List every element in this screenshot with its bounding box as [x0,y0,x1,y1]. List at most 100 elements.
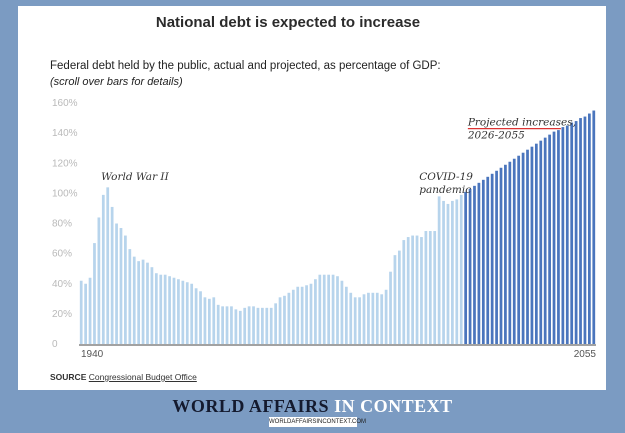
y-tick-label: 80% [52,219,72,230]
bar [411,235,414,344]
bar [283,295,286,344]
bar [79,280,83,344]
bar [221,306,224,344]
bar [146,262,149,344]
bar [300,286,304,344]
bar [490,173,494,344]
bar [557,130,560,344]
bar [437,196,441,344]
bar [464,191,468,344]
bar [216,304,220,344]
bar [287,292,291,344]
bar [278,297,282,344]
bar [420,237,423,344]
bar [486,176,490,344]
bar [269,307,273,344]
bar [592,110,596,344]
annotation-label: World War II [101,171,169,183]
bar [349,292,353,344]
bar [185,282,189,344]
chart-subtitle: Federal debt held by the public, actual … [50,60,441,72]
bar [389,271,392,344]
bar [172,277,176,344]
bar [508,161,512,344]
bar [132,256,136,344]
brand-main: WORLD AFFAIRS [172,396,330,416]
bar [265,307,269,344]
y-tick-label: 100% [52,188,78,199]
bar [314,279,317,344]
bar [455,199,459,344]
bar-chart: 0 20% 40% 60% 80% 100% 120% 140% 160% 1940 2055 Wor… [52,98,597,360]
bar [574,121,578,344]
bar [97,217,101,344]
source-link[interactable]: Congressional Budget Office [88,372,197,382]
bar [203,297,207,344]
bar [137,261,141,344]
y-tick-label: 60% [52,249,72,260]
bar [243,307,247,344]
bar [150,267,154,344]
bar [375,292,379,344]
bar [451,200,454,344]
bar [115,223,118,344]
bar [583,116,587,344]
bar [344,286,348,344]
bar [530,146,534,344]
bar [93,243,96,344]
bar [446,203,450,344]
bar [371,292,375,344]
bar [252,306,255,344]
bar [358,297,361,344]
bar [181,280,185,344]
bar [238,310,242,344]
bar [194,288,198,344]
bar [473,185,476,344]
bar [190,283,194,344]
bar [424,231,428,344]
bar [318,274,322,344]
x-tick-label: 2055 [574,349,597,360]
annotation-label: 2026-2055 [467,130,525,142]
bar [199,291,202,344]
annotation-label: COVID-19 [419,171,473,183]
bar [512,158,516,344]
bar [459,194,463,344]
bar [336,276,339,344]
bar [468,188,472,344]
bar [504,164,507,344]
bar [521,152,525,344]
chart-title: National debt is expected to increase [155,14,421,31]
bar [433,231,437,344]
bar [274,303,278,344]
bar [495,170,498,344]
bar [101,194,105,344]
y-tick-label: 120% [52,158,78,169]
bar [261,307,264,344]
bar [442,200,445,344]
bar [477,182,481,344]
bar [561,127,565,344]
y-tick-label: 40% [52,279,72,290]
bar [579,118,582,344]
bar [177,279,180,344]
bar [340,280,344,344]
bar [539,140,543,344]
bar [168,276,171,344]
bar [565,125,569,344]
annotation-label: Projected increases, [467,117,576,129]
bar [380,294,384,344]
bar [481,179,485,344]
bar [230,306,233,344]
bar [296,286,300,344]
bar [397,250,401,344]
bar [548,134,551,344]
bar [331,274,335,344]
bar [588,113,591,344]
bar [84,283,87,344]
y-tick-label: 140% [52,128,78,139]
bar [247,306,251,344]
bar [415,235,419,344]
bar [406,237,410,344]
brand-url[interactable]: WORLDAFFAIRSINCONTEXT.COM [269,417,367,427]
